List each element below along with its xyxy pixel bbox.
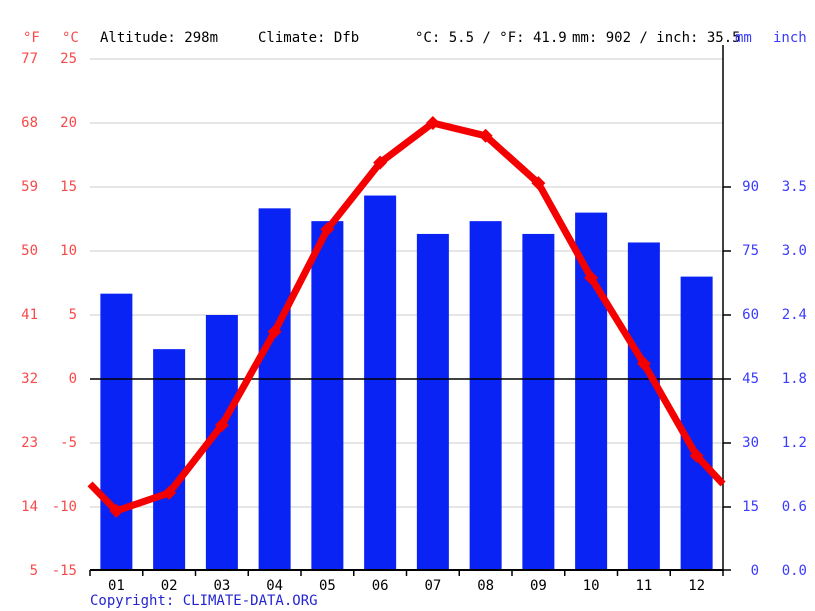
altitude-label: Altitude: 298m bbox=[100, 30, 219, 46]
inch-tick-label: 2.4 bbox=[781, 307, 807, 323]
month-label: 02 bbox=[160, 578, 178, 594]
inch-unit-label: inch bbox=[773, 30, 807, 46]
temperature-point-marker bbox=[214, 418, 229, 433]
month-label: 12 bbox=[688, 578, 706, 594]
temperature-point-marker bbox=[425, 116, 440, 130]
mm-tick-label: 0 bbox=[750, 563, 759, 579]
month-label: 10 bbox=[582, 578, 600, 594]
temperature-point-marker bbox=[320, 222, 335, 237]
inch-tick-label: 0.0 bbox=[781, 563, 807, 579]
temperature-point-marker bbox=[478, 128, 493, 143]
fahrenheit-tick-label: 59 bbox=[21, 179, 38, 195]
precipitation-bar bbox=[416, 233, 449, 570]
celsius-tick-label: -5 bbox=[60, 435, 77, 451]
total-precipitation-label: mm: 902 / inch: 35.5 bbox=[572, 30, 741, 46]
month-label: 03 bbox=[213, 578, 231, 594]
celsius-tick-label: 25 bbox=[60, 51, 77, 67]
temperature-point-marker bbox=[531, 176, 546, 191]
precipitation-bar bbox=[258, 208, 291, 571]
mm-tick-label: 75 bbox=[742, 243, 759, 259]
precipitation-bar bbox=[153, 349, 186, 570]
mm-tick-label: 60 bbox=[742, 307, 759, 323]
inch-tick-label: 3.5 bbox=[781, 179, 807, 195]
copyright-prefix: Copyright: bbox=[90, 593, 183, 609]
temperature-point-marker bbox=[636, 356, 651, 371]
fahrenheit-tick-label: 23 bbox=[21, 435, 38, 451]
temperature-point-marker bbox=[373, 155, 388, 170]
fahrenheit-tick-label: 5 bbox=[29, 563, 38, 579]
month-label: 11 bbox=[635, 578, 653, 594]
plot-area bbox=[87, 45, 731, 576]
inch-tick-label: 1.8 bbox=[781, 371, 807, 387]
month-label: 05 bbox=[318, 578, 336, 594]
inch-tick-label: 0.6 bbox=[781, 499, 807, 515]
temperature-point-marker bbox=[689, 448, 704, 463]
temperature-point-marker bbox=[162, 485, 177, 500]
average-temperature-label: °C: 5.5 / °F: 41.9 bbox=[415, 30, 567, 46]
mm-tick-label: 90 bbox=[742, 179, 759, 195]
chart-svg bbox=[87, 45, 731, 576]
celsius-tick-label: -10 bbox=[51, 499, 77, 515]
temperature-line bbox=[87, 119, 726, 515]
fahrenheit-tick-label: 77 bbox=[21, 51, 38, 67]
precipitation-bar bbox=[575, 212, 608, 570]
month-label: 04 bbox=[266, 578, 284, 594]
fahrenheit-tick-label: 50 bbox=[21, 243, 38, 259]
fahrenheit-unit-label: °F bbox=[23, 30, 40, 46]
fahrenheit-tick-label: 14 bbox=[21, 499, 38, 515]
precipitation-bar bbox=[627, 242, 660, 570]
mm-tick-label: 30 bbox=[742, 435, 759, 451]
precipitation-bar bbox=[469, 221, 502, 570]
celsius-tick-label: 15 bbox=[60, 179, 77, 195]
month-label: 09 bbox=[529, 578, 547, 594]
inch-tick-label: 3.0 bbox=[781, 243, 807, 259]
precipitation-bar bbox=[680, 276, 713, 570]
precipitation-bar bbox=[522, 233, 555, 570]
temperature-point-marker bbox=[267, 324, 282, 339]
celsius-tick-label: 20 bbox=[60, 115, 77, 131]
precipitation-bar bbox=[100, 293, 133, 570]
climate-classification-label: Climate: Dfb bbox=[258, 30, 360, 46]
inch-tick-label: 1.2 bbox=[781, 435, 807, 451]
fahrenheit-tick-label: 41 bbox=[21, 307, 38, 323]
temperature-point-marker bbox=[109, 503, 124, 518]
celsius-tick-label: -15 bbox=[51, 563, 77, 579]
precipitation-bar bbox=[311, 221, 344, 570]
month-label: 07 bbox=[424, 578, 442, 594]
fahrenheit-tick-label: 68 bbox=[21, 115, 38, 131]
mm-tick-label: 15 bbox=[742, 499, 759, 515]
mm-unit-label: mm bbox=[735, 30, 752, 46]
fahrenheit-tick-label: 32 bbox=[21, 371, 38, 387]
temperature-point-marker bbox=[584, 270, 599, 285]
month-label: 06 bbox=[371, 578, 389, 594]
celsius-unit-label: °C bbox=[62, 30, 79, 46]
celsius-tick-label: 5 bbox=[68, 307, 77, 323]
precipitation-bar bbox=[364, 195, 397, 571]
copyright: Copyright: CLIMATE-DATA.ORG bbox=[90, 593, 318, 609]
celsius-tick-label: 10 bbox=[60, 243, 77, 259]
copyright-link[interactable]: CLIMATE-DATA.ORG bbox=[182, 593, 318, 609]
mm-tick-label: 45 bbox=[742, 371, 759, 387]
month-label: 08 bbox=[477, 578, 495, 594]
celsius-tick-label: 0 bbox=[68, 371, 77, 387]
month-label: 01 bbox=[107, 578, 125, 594]
